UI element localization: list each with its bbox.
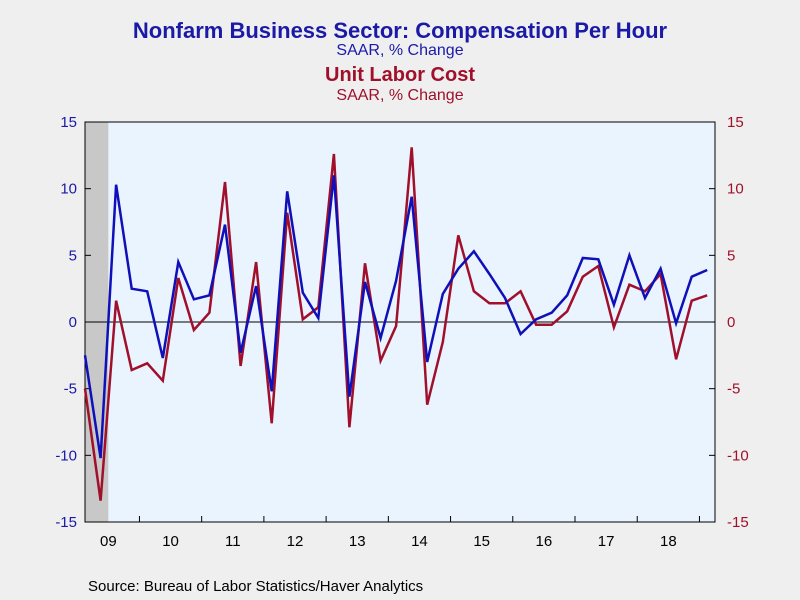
y-right-tick-label: 5 — [727, 247, 735, 264]
x-tick-label: 12 — [287, 533, 304, 550]
y-right-tick-label: 15 — [727, 114, 744, 131]
y-left-tick-label: -15 — [55, 514, 77, 531]
x-tick-label: 13 — [349, 533, 366, 550]
x-tick-label: 17 — [598, 533, 615, 550]
y-left-tick-label: 0 — [69, 314, 77, 331]
y-right-tick-label: -15 — [727, 514, 749, 531]
y-left-tick-label: 10 — [60, 181, 77, 198]
y-right-tick-label: 0 — [727, 314, 735, 331]
x-tick-label: 15 — [473, 533, 490, 550]
chart-title-unit-labor-cost: Unit Labor Cost — [325, 64, 475, 86]
y-left-tick-label: 5 — [69, 247, 77, 264]
unit-labor-cost-series-line — [83, 147, 708, 501]
chart-title-compensation: Nonfarm Business Sector: Compensation Pe… — [132, 18, 668, 43]
chart-subtitle-compensation: SAAR, % Change — [336, 42, 464, 59]
y-left-tick-label: -10 — [55, 447, 77, 464]
y-right-tick-label: 10 — [727, 181, 744, 198]
x-tick-label: 10 — [162, 533, 179, 550]
compensation-series-line — [83, 175, 708, 459]
x-tick-label: 14 — [411, 533, 428, 550]
y-right-tick-label: -5 — [727, 381, 740, 398]
source-note: Source: Bureau of Labor Statistics/Haver… — [88, 578, 424, 595]
x-tick-label: 18 — [660, 533, 677, 550]
y-left-tick-label: -5 — [64, 381, 77, 398]
x-tick-label: 16 — [536, 533, 553, 550]
chart-subtitle-unit-labor-cost: SAAR, % Change — [336, 87, 464, 104]
x-tick-label: 11 — [225, 533, 241, 550]
y-left-tick-label: 15 — [60, 114, 77, 131]
x-tick-label: 09 — [100, 533, 117, 550]
y-right-tick-label: -10 — [727, 447, 749, 464]
